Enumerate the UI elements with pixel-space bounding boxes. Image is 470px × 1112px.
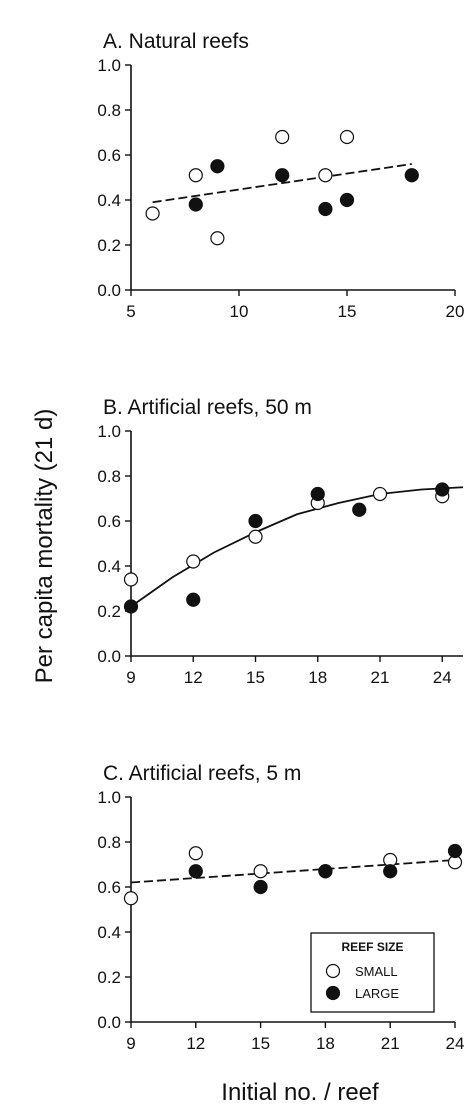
- x-tick-label: 15: [338, 302, 357, 321]
- panel-title: C. Artificial reefs, 5 m: [103, 762, 301, 785]
- point-filled: [435, 482, 450, 497]
- panel-title: A. Natural reefs: [103, 30, 249, 53]
- point-filled: [186, 592, 201, 607]
- y-tick-label: 0.0: [97, 647, 121, 666]
- point-filled: [404, 168, 419, 183]
- point-filled: [447, 843, 463, 859]
- x-tick-label: 20: [446, 302, 465, 321]
- x-tick-label: 24: [446, 1034, 465, 1053]
- x-tick-label: 18: [308, 668, 327, 687]
- legend-marker: [325, 985, 341, 1001]
- point-open: [318, 168, 333, 183]
- legend-label: SMALL: [355, 964, 398, 979]
- y-tick-label: 0.0: [97, 1013, 121, 1032]
- y-tick-label: 0.2: [97, 602, 121, 621]
- x-tick-label: 10: [230, 302, 249, 321]
- y-tick-label: 0.8: [97, 101, 121, 120]
- point-filled: [188, 197, 203, 212]
- point-filled: [210, 159, 225, 174]
- point-open: [123, 572, 139, 587]
- x-tick-label: 21: [371, 668, 390, 687]
- point-filled: [339, 192, 355, 208]
- point-open: [339, 129, 355, 145]
- x-tick-label: 12: [184, 668, 203, 687]
- y-tick-label: 1.0: [97, 56, 121, 75]
- point-open: [275, 129, 290, 145]
- x-tick-label: 18: [316, 1034, 335, 1053]
- y-tick-label: 0.4: [97, 557, 121, 576]
- point-filled: [275, 168, 290, 183]
- point-filled: [123, 599, 139, 614]
- point-filled: [318, 864, 333, 879]
- y-tick-label: 1.0: [97, 788, 121, 807]
- y-tick-label: 0.6: [97, 512, 121, 531]
- y-tick-label: 0.6: [97, 878, 121, 897]
- legend-marker: [325, 963, 341, 979]
- y-axis-title: Per capita mortality (21 d): [31, 409, 58, 684]
- point-open: [248, 529, 263, 544]
- y-tick-label: 0.6: [97, 146, 121, 165]
- x-tick-label: 21: [381, 1034, 400, 1053]
- x-tick-label: 5: [126, 302, 135, 321]
- x-tick-label: 24: [433, 668, 452, 687]
- point-open: [188, 846, 203, 861]
- x-tick-label: 15: [251, 1034, 270, 1053]
- point-open: [210, 231, 225, 246]
- point-filled: [253, 879, 268, 895]
- legend-label: LARGE: [355, 986, 399, 1001]
- y-tick-label: 0.8: [97, 467, 121, 486]
- x-tick-label: 12: [186, 1034, 205, 1053]
- x-tick-label: 9: [126, 1034, 135, 1053]
- x-tick-label: 15: [246, 668, 265, 687]
- panel-b: B. Artificial reefs, 50 m 0.0 0.2 0.4 0.6 0.8…: [97, 396, 464, 687]
- legend: REEF SIZE SMALL LARGE: [310, 932, 435, 1013]
- point-filled: [188, 864, 203, 879]
- panel-c: C. Artificial reefs, 5 m 0.0 0.2 0.4 0.6 0.8 1…: [97, 762, 464, 1053]
- legend-title: REEF SIZE: [341, 940, 403, 954]
- y-tick-label: 0.2: [97, 968, 121, 987]
- y-tick-label: 0.4: [97, 923, 121, 942]
- point-open: [372, 486, 388, 502]
- point-filled: [352, 502, 367, 517]
- panel-title: B. Artificial reefs, 50 m: [103, 396, 312, 419]
- point-filled: [383, 864, 398, 879]
- x-tick-label: 9: [126, 668, 135, 687]
- point-open: [253, 864, 268, 879]
- y-tick-label: 0.4: [97, 191, 121, 210]
- point-filled: [318, 201, 333, 217]
- point-open: [123, 891, 139, 906]
- point-filled: [310, 486, 325, 502]
- point-open: [188, 168, 203, 183]
- fit-line: [130, 859, 456, 884]
- point-open: [186, 554, 201, 569]
- point-open: [145, 206, 160, 221]
- y-tick-label: 0.8: [97, 833, 121, 852]
- y-tick-label: 0.0: [97, 281, 121, 300]
- fit-line: [152, 163, 412, 204]
- y-tick-label: 0.2: [97, 236, 121, 255]
- x-axis-title: Initial no. / reef: [221, 1079, 379, 1106]
- fit-line: [130, 486, 464, 608]
- point-filled: [248, 513, 263, 529]
- panel-a: A. Natural reefs 0.0 0.2 0.4 0.6 0.8 1.0 5 10 15 2…: [97, 30, 464, 321]
- y-tick-label: 1.0: [97, 422, 121, 441]
